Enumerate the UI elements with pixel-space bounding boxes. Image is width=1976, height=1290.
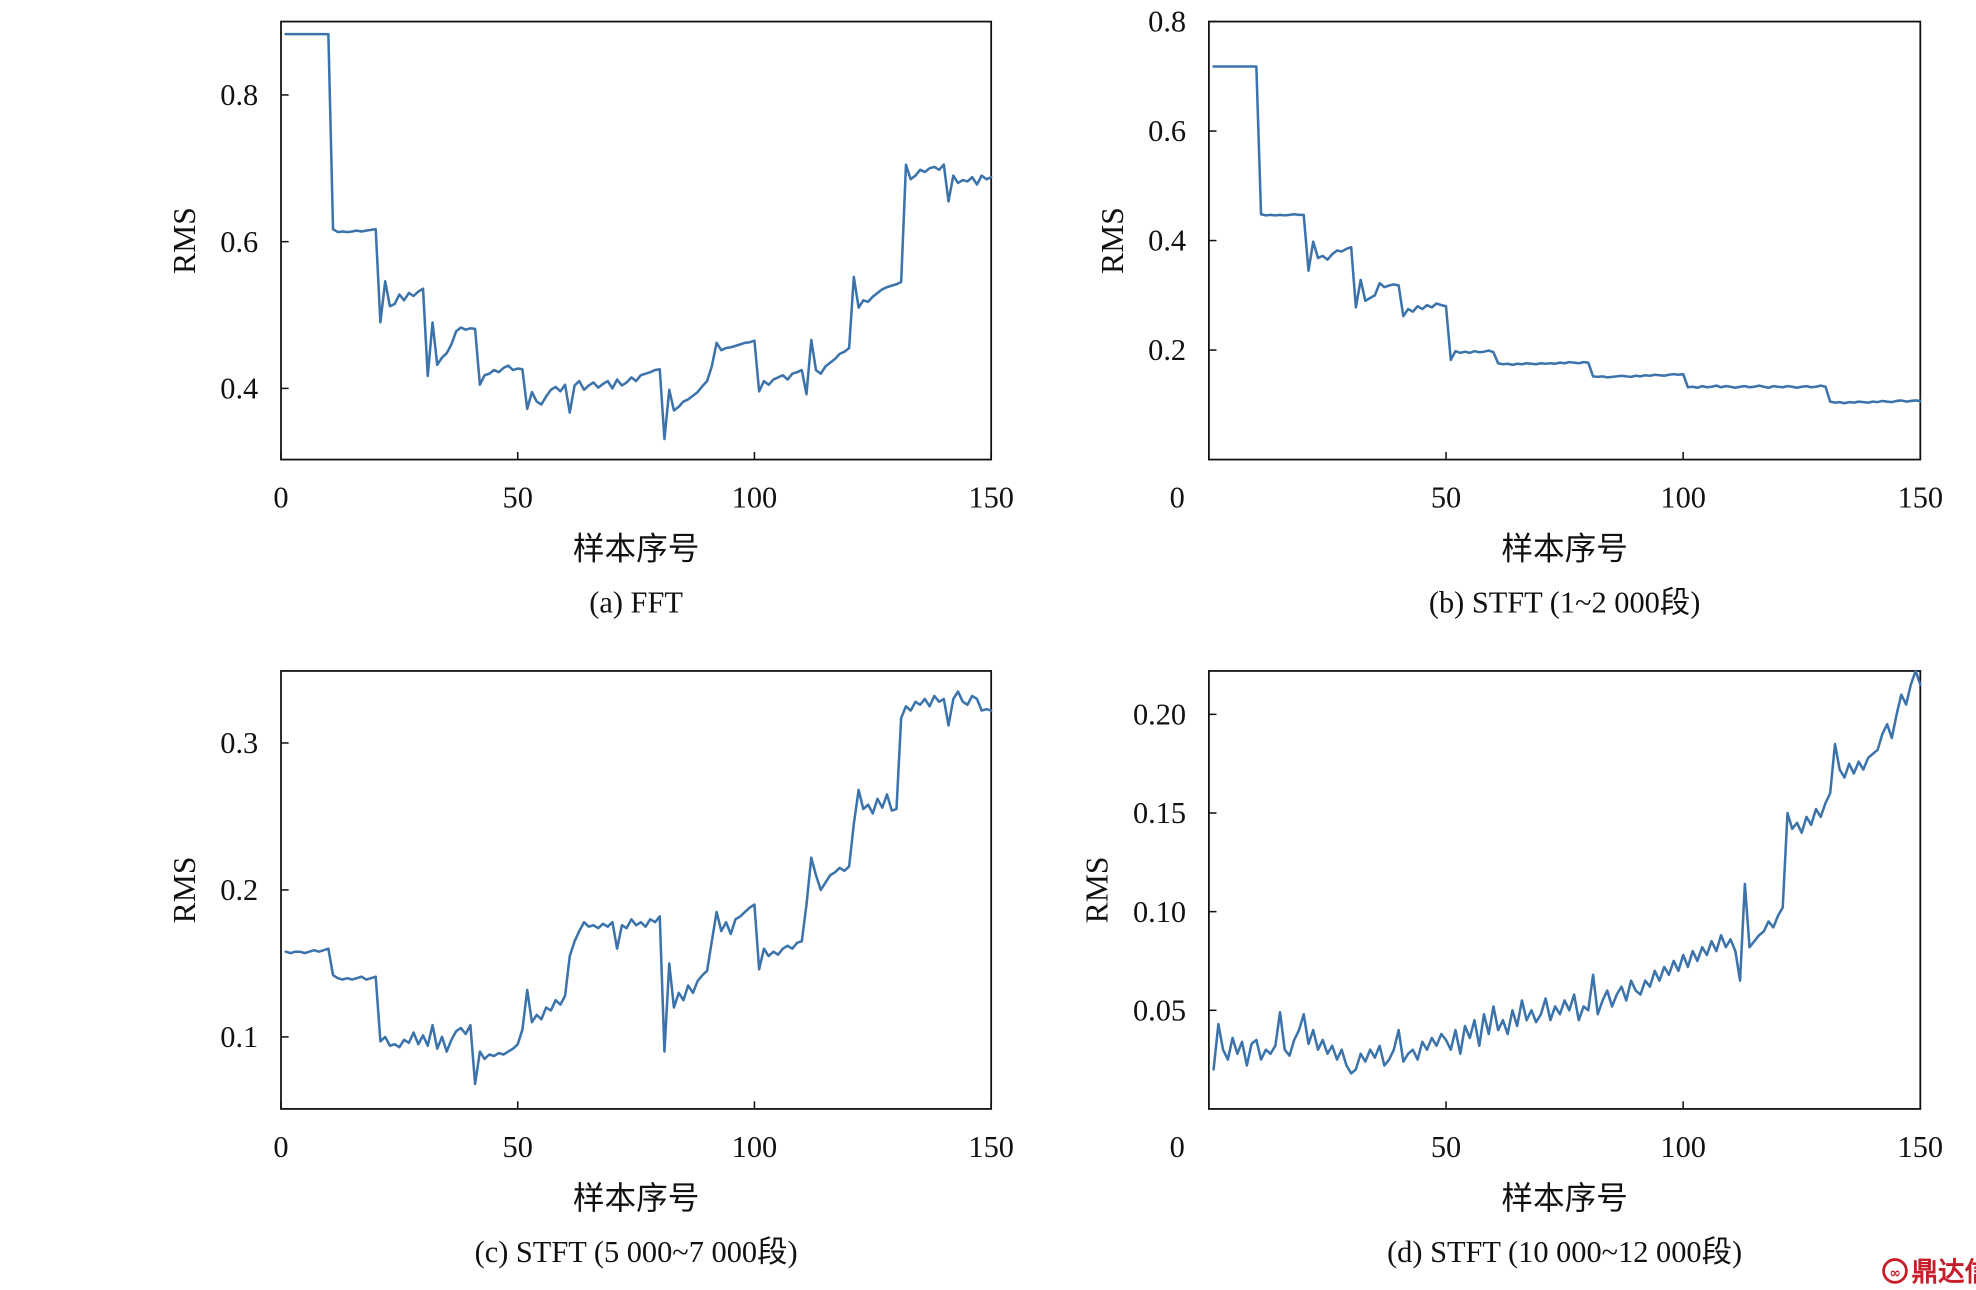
y-axis-label: RMS [167,857,202,924]
y-tick-label: 0.3 [220,726,258,760]
y-tick-label: 0.2 [220,873,258,907]
x-tick-label: 0 [273,1130,288,1164]
plot-frame [1208,20,1922,461]
x-tick-label: 150 [1898,481,1944,515]
y-tick-label: 0.05 [1133,993,1186,1027]
x-axis-label: 样本序号 [573,532,700,567]
series-line [1212,65,1922,405]
chart-caption: (b) STFT (1~2 000段) [1429,586,1701,620]
x-tick-label: 100 [732,1130,778,1164]
y-tick-label: 0.4 [1148,224,1186,258]
x-axis-label: 样本序号 [573,1181,700,1216]
y-axis-label: RMS [1095,207,1130,274]
x-axis-label: 样本序号 [1501,1181,1628,1216]
y-axis-label: RMS [167,207,202,274]
origin-tick-label: 0 [1170,481,1185,515]
watermark-logo-icon [1882,1258,1908,1284]
origin-tick-label: 0 [1170,1130,1185,1164]
x-tick-label: 50 [503,481,533,515]
y-tick-label: 0.1 [220,1020,258,1054]
x-tick-label: 150 [968,1130,1014,1164]
chart-c-panel: 0 50 100 150 0.1 0.2 0.3 样本序号 RMS (c) STFT (5 000… [167,670,1014,1269]
x-axis-label: 样本序号 [1501,532,1628,567]
y-tick-label: 0.15 [1133,796,1186,830]
x-tick-label: 50 [1431,481,1461,515]
watermark: ∞ 鼎达信 [1882,1257,1976,1288]
chart-a-panel: 0 50 100 150 0.4 0.6 0.8 样本序号 RMS (a) FFT [167,20,1014,620]
x-tick-label: 150 [1898,1130,1944,1164]
x-tick-label: 100 [1660,1130,1706,1164]
watermark-logo-glyph: ∞ [1889,1265,1901,1281]
x-tick-label: 100 [1660,481,1706,515]
chart-caption: (d) STFT (10 000~12 000段) [1387,1235,1742,1269]
y-tick-label: 0.2 [1148,333,1186,367]
y-tick-label: 0.20 [1133,697,1186,731]
x-tick-label: 50 [1431,1130,1461,1164]
y-axis-label: RMS [1080,857,1115,924]
x-tick-label: 100 [732,481,778,515]
chart-b-panel: 50 100 150 0.2 0.4 0.6 0.8 0 样本序号 RMS (b) STFT (1~… [1095,5,1943,620]
y-tick-label: 0.8 [220,78,258,112]
chart-caption: (a) FFT [589,586,683,620]
x-tick-label: 150 [968,481,1014,515]
series-line [284,32,993,441]
y-tick-label: 0.4 [220,372,258,406]
chart-d-panel: 50 100 150 0.05 0.10 0.15 0.20 0 样本序号 RMS (d) STFT… [1080,669,1944,1269]
watermark-text: 鼎达信 [1911,1257,1976,1288]
plot-frame [280,20,993,461]
chart-caption: (c) STFT (5 000~7 000段) [475,1235,798,1269]
y-tick-label: 0.6 [220,225,258,259]
series-line [1212,669,1922,1075]
y-tick-label: 0.10 [1133,895,1186,929]
series-line [284,690,993,1086]
x-tick-label: 50 [503,1130,533,1164]
plot-frame [1208,670,1922,1110]
x-tick-label: 0 [273,481,288,515]
charts-grid: 0 50 100 150 0.4 0.6 0.8 样本序号 RMS (a) FFT 50 100 150… [167,5,1943,1269]
y-tick-label: 0.8 [1148,5,1186,39]
y-tick-label: 0.6 [1148,114,1186,148]
